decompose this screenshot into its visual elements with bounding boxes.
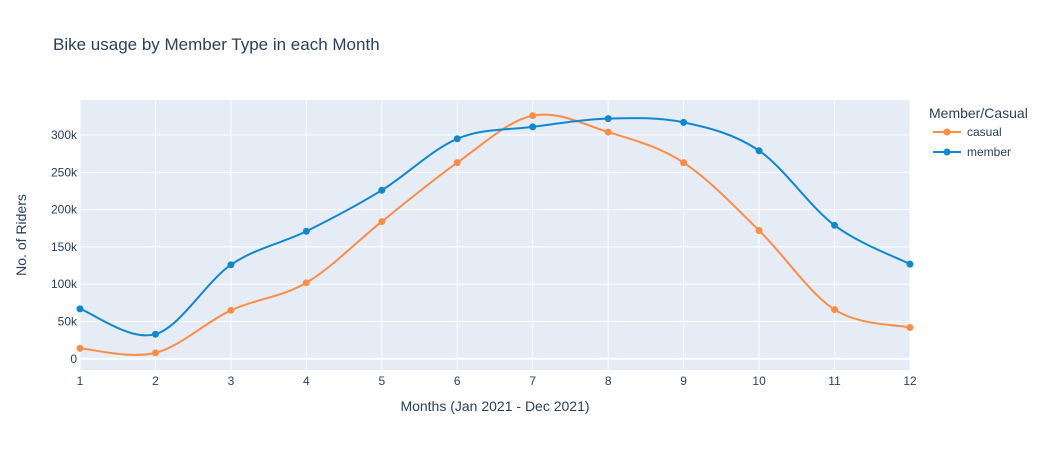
y-tick-label: 0 bbox=[70, 352, 77, 366]
data-point-casual[interactable] bbox=[680, 159, 688, 167]
x-axis-ticks: 1 2 3 4 5 6 7 8 9 10 11 12 bbox=[77, 374, 917, 388]
y-tick-label: 50k bbox=[58, 315, 78, 329]
legend-title: Member/Casual bbox=[929, 105, 1028, 121]
legend-marker-icon bbox=[943, 128, 951, 136]
data-point-casual[interactable] bbox=[831, 306, 839, 314]
y-tick-label: 250k bbox=[51, 165, 78, 179]
data-point-casual[interactable] bbox=[453, 159, 461, 167]
x-tick-label: 1 bbox=[77, 374, 84, 388]
data-point-member[interactable] bbox=[831, 221, 839, 229]
data-point-member[interactable] bbox=[604, 115, 612, 123]
x-tick-label: 7 bbox=[529, 374, 536, 388]
data-point-casual[interactable] bbox=[151, 349, 159, 357]
x-tick-label: 3 bbox=[228, 374, 235, 388]
series-casual[interactable] bbox=[76, 112, 914, 357]
data-point-member[interactable] bbox=[151, 330, 159, 338]
x-tick-label: 12 bbox=[903, 374, 917, 388]
x-tick-label: 5 bbox=[378, 374, 385, 388]
legend-item-member[interactable]: member bbox=[933, 145, 1011, 159]
series-line-member[interactable] bbox=[79, 117, 911, 337]
x-tick-label: 2 bbox=[152, 374, 159, 388]
y-axis-ticks: 0 50k 100k 150k 200k 250k 300k bbox=[51, 128, 78, 366]
data-point-casual[interactable] bbox=[529, 112, 537, 120]
x-tick-label: 10 bbox=[752, 374, 766, 388]
chart-title: Bike usage by Member Type in each Month bbox=[53, 35, 380, 54]
series-lines[interactable] bbox=[76, 112, 914, 357]
legend-marker-icon bbox=[943, 148, 951, 156]
x-tick-label: 9 bbox=[680, 374, 687, 388]
data-point-member[interactable] bbox=[227, 261, 235, 269]
x-tick-label: 4 bbox=[303, 374, 310, 388]
data-point-member[interactable] bbox=[76, 305, 84, 313]
legend[interactable]: Member/Casual casual member bbox=[929, 105, 1028, 159]
data-point-casual[interactable] bbox=[302, 279, 310, 287]
y-tick-label: 150k bbox=[51, 240, 78, 254]
grid-lines bbox=[79, 100, 911, 370]
plot-area bbox=[80, 100, 910, 370]
data-point-casual[interactable] bbox=[76, 344, 84, 352]
data-point-member[interactable] bbox=[529, 123, 537, 131]
x-tick-label: 11 bbox=[828, 374, 841, 388]
data-point-casual[interactable] bbox=[755, 227, 763, 235]
x-tick-label: 6 bbox=[454, 374, 461, 388]
data-point-casual[interactable] bbox=[227, 306, 235, 314]
data-point-member[interactable] bbox=[378, 186, 386, 194]
legend-items[interactable]: casual member bbox=[933, 125, 1011, 159]
data-point-member[interactable] bbox=[680, 118, 688, 126]
y-tick-label: 200k bbox=[51, 203, 78, 217]
y-tick-label: 300k bbox=[51, 128, 78, 142]
x-tick-label: 8 bbox=[605, 374, 612, 388]
series-member[interactable] bbox=[76, 115, 914, 338]
data-point-member[interactable] bbox=[302, 227, 310, 235]
data-point-member[interactable] bbox=[755, 147, 763, 155]
data-point-casual[interactable] bbox=[604, 128, 612, 136]
data-point-member[interactable] bbox=[453, 135, 461, 143]
y-axis-label: No. of Riders bbox=[13, 194, 29, 276]
data-point-casual[interactable] bbox=[906, 323, 914, 331]
legend-label: member bbox=[967, 145, 1011, 159]
data-point-casual[interactable] bbox=[378, 218, 386, 226]
x-axis-label: Months (Jan 2021 - Dec 2021) bbox=[400, 398, 589, 414]
data-point-member[interactable] bbox=[906, 260, 914, 268]
legend-label: casual bbox=[967, 125, 1002, 139]
y-tick-label: 100k bbox=[51, 277, 78, 291]
legend-item-casual[interactable]: casual bbox=[933, 125, 1002, 139]
